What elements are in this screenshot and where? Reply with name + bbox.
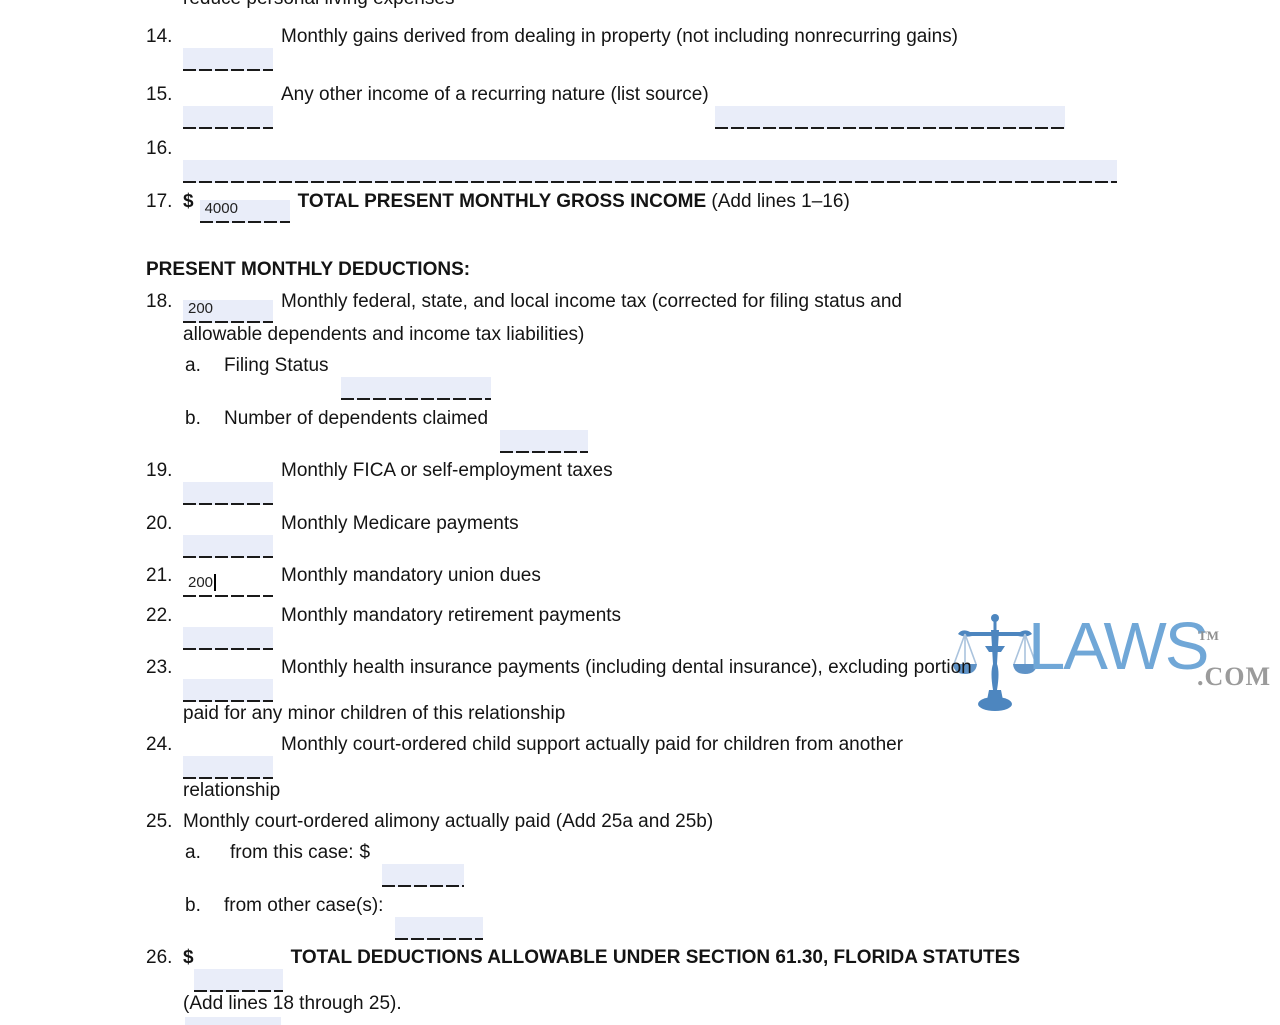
line-26-label-bold: TOTAL DEDUCTIONS ALLOWABLE UNDER SECTION…	[291, 947, 1020, 968]
line-24-amount-field[interactable]	[183, 756, 273, 779]
line-15-number: 15.	[146, 83, 183, 129]
line-25-label: Monthly court-ordered alimony actually p…	[183, 811, 713, 832]
line-25: 25. Monthly court-ordered alimony actual…	[146, 810, 1280, 835]
alimony-this-case-field[interactable]	[382, 864, 464, 887]
line-23-number: 23.	[146, 656, 183, 727]
line-24: 24. Monthly court-ordered child support …	[146, 733, 1280, 804]
alimony-other-cases-field[interactable]	[395, 917, 483, 940]
filing-status-field[interactable]	[341, 377, 491, 400]
line-17-label-rest: (Add lines 1–16)	[711, 191, 849, 212]
dollar-sign: $	[360, 842, 371, 863]
line-18a: a. Filing Status	[183, 354, 1280, 400]
line-21-amount-field-focused[interactable]: 200	[183, 574, 273, 597]
line-19-number: 19.	[146, 459, 183, 505]
line-21-number: 21.	[146, 564, 183, 597]
line-26-label-rest: (Add lines 18 through 25).	[183, 992, 1139, 1017]
line-18-label-line2: allowable dependents and income tax liab…	[183, 323, 1139, 348]
line-23-amount-field[interactable]	[183, 679, 273, 702]
line-21: 21. 200 Monthly mandatory union dues	[146, 564, 1280, 597]
line-14-number: 14.	[146, 25, 183, 71]
line-25b-letter: b.	[183, 894, 224, 940]
line-15: 15. Any other income of a recurring natu…	[146, 83, 1280, 129]
text-cursor	[214, 574, 216, 591]
next-line-field-clipped[interactable]	[185, 1017, 281, 1025]
line-18a-letter: a.	[183, 354, 224, 400]
line-20: 20. Monthly Medicare payments	[146, 512, 1280, 558]
line-25a-label: from this case:	[230, 842, 354, 863]
line-21-label: Monthly mandatory union dues	[281, 565, 541, 586]
line-18b-letter: b.	[183, 407, 224, 453]
line-18-amount-field[interactable]: 200	[183, 300, 273, 323]
line-18: 18. 200 Monthly federal, state, and local…	[146, 290, 1280, 348]
line-17: 17. $4000 TOTAL PRESENT MONTHLY GROSS INC…	[146, 190, 1280, 223]
financial-affidavit-form: reduce personal living expenses 14. Mont…	[0, 0, 1280, 720]
line-25b-label: from other case(s):	[224, 895, 383, 916]
carryover-line: reduce personal living expenses	[183, 0, 1280, 12]
line-18b: b. Number of dependents claimed	[183, 407, 1280, 453]
line-22-number: 22.	[146, 604, 183, 650]
deductions-section-heading: PRESENT MONTHLY DEDUCTIONS:	[146, 258, 1280, 283]
dollar-sign: $	[183, 191, 194, 212]
line-20-amount-field[interactable]	[183, 535, 273, 558]
line-24-label-line2: relationship	[183, 779, 1139, 804]
line-17-total-gross-income-field[interactable]: 4000	[200, 200, 290, 223]
line-20-label: Monthly Medicare payments	[281, 513, 519, 534]
line-19: 19. Monthly FICA or self-employment taxe…	[146, 459, 1280, 505]
line-25-number: 25.	[146, 810, 183, 835]
line-18b-label: Number of dependents claimed	[224, 408, 488, 429]
line-15-label: Any other income of a recurring nature (…	[281, 84, 709, 105]
line-16-number: 16.	[146, 137, 183, 183]
line-15-amount-field[interactable]	[183, 106, 273, 129]
line-16-continuation-field[interactable]	[183, 160, 1117, 183]
line-19-label: Monthly FICA or self-employment taxes	[281, 460, 613, 481]
line-23-label-line1: Monthly health insurance payments (inclu…	[281, 657, 972, 678]
line-18-number: 18.	[146, 290, 183, 348]
dollar-sign: $	[183, 947, 194, 968]
line-17-number: 17.	[146, 190, 183, 223]
line-15-source-field[interactable]	[715, 106, 1065, 129]
dependents-claimed-field[interactable]	[500, 430, 588, 453]
line-14-label: Monthly gains derived from dealing in pr…	[281, 26, 958, 47]
line-14-amount-field[interactable]	[183, 48, 273, 71]
line-25a: a. from this case: $	[183, 841, 1280, 887]
line-14: 14. Monthly gains derived from dealing i…	[146, 25, 1280, 71]
line-18a-label: Filing Status	[224, 355, 329, 376]
line-23: 23. Monthly health insurance payments (i…	[146, 656, 1280, 727]
line-18-label-line1: Monthly federal, state, and local income…	[281, 291, 902, 312]
total-deductions-field[interactable]	[194, 969, 283, 992]
line-26: 26. $ TOTAL DEDUCTIONS ALLOWABLE UNDER SE…	[146, 946, 1280, 1025]
line-26-number: 26.	[146, 946, 183, 1025]
line-25a-letter: a.	[183, 841, 224, 887]
line-23-label-line2: paid for any minor children of this rela…	[183, 702, 1139, 727]
line-22: 22. Monthly mandatory retirement payment…	[146, 604, 1280, 650]
line-16: 16.	[146, 137, 1280, 183]
line-24-number: 24.	[146, 733, 183, 804]
line-20-number: 20.	[146, 512, 183, 558]
line-19-amount-field[interactable]	[183, 482, 273, 505]
line-22-label: Monthly mandatory retirement payments	[281, 605, 621, 626]
line-24-label-line1: Monthly court-ordered child support actu…	[281, 734, 903, 755]
line-25b: b. from other case(s):	[183, 894, 1280, 940]
line-17-label-bold: TOTAL PRESENT MONTHLY GROSS INCOME	[298, 191, 707, 212]
line-22-amount-field[interactable]	[183, 627, 273, 650]
